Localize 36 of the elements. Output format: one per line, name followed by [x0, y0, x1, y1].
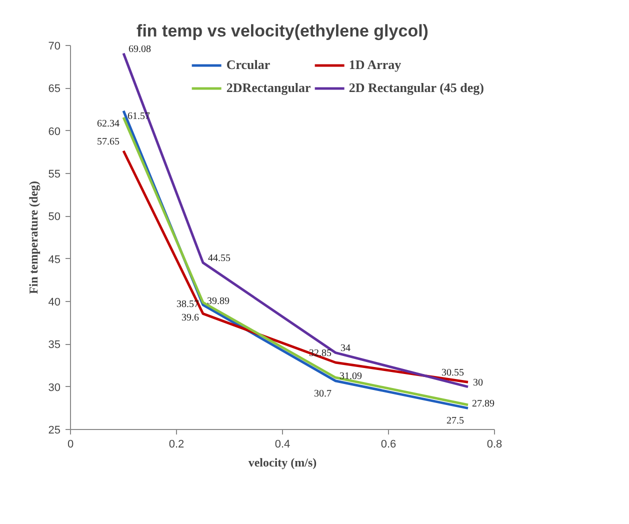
y-tick-label: 70	[48, 40, 61, 52]
x-tick-label: 0.2	[168, 438, 184, 450]
data-label: 34	[340, 343, 350, 354]
data-label: 44.55	[208, 253, 230, 264]
legend-label: 1D Array	[348, 57, 402, 73]
y-tick-label: 55	[48, 168, 61, 180]
data-label: 30.55	[442, 368, 464, 379]
y-tick-label: 50	[48, 211, 61, 224]
x-tick-label: 0.4	[274, 438, 290, 450]
legend-label: Crcular	[226, 57, 272, 73]
data-label: 69.08	[128, 44, 151, 55]
x-tick-label: 0.8	[486, 438, 502, 450]
legend-label: 2DRectangular	[226, 80, 311, 96]
data-label: 31.09	[340, 371, 362, 382]
data-label: 57.65	[97, 136, 120, 148]
legend-label: 2D Rectangular (45 deg)	[348, 80, 484, 96]
y-tick-label: 30	[48, 382, 61, 394]
data-label: 39.6	[182, 312, 199, 324]
x-tick-label: 0.6	[380, 438, 396, 450]
y-tick-label: 40	[48, 296, 61, 308]
data-label: 39.89	[207, 296, 230, 307]
data-label: 27.5	[446, 416, 464, 427]
y-tick-label: 65	[48, 83, 61, 96]
x-axis-title: velocity (m/s)	[248, 456, 317, 470]
data-label: 62.34	[97, 118, 120, 130]
data-label: 27.89	[472, 398, 494, 410]
y-tick-label: 35	[48, 339, 61, 352]
data-label: 30.7	[314, 388, 332, 400]
chart-title: fin temp vs velocity(ethylene glycol)	[136, 22, 428, 40]
line-series	[122, 150, 470, 384]
y-axis-title: Fin temperature (deg)	[26, 180, 40, 294]
y-tick-label: 25	[48, 424, 61, 436]
y-tick-label: 60	[48, 126, 61, 138]
y-tick-label: 45	[48, 254, 61, 266]
x-tick-label: 0	[67, 438, 74, 450]
data-label: 30	[473, 377, 483, 388]
